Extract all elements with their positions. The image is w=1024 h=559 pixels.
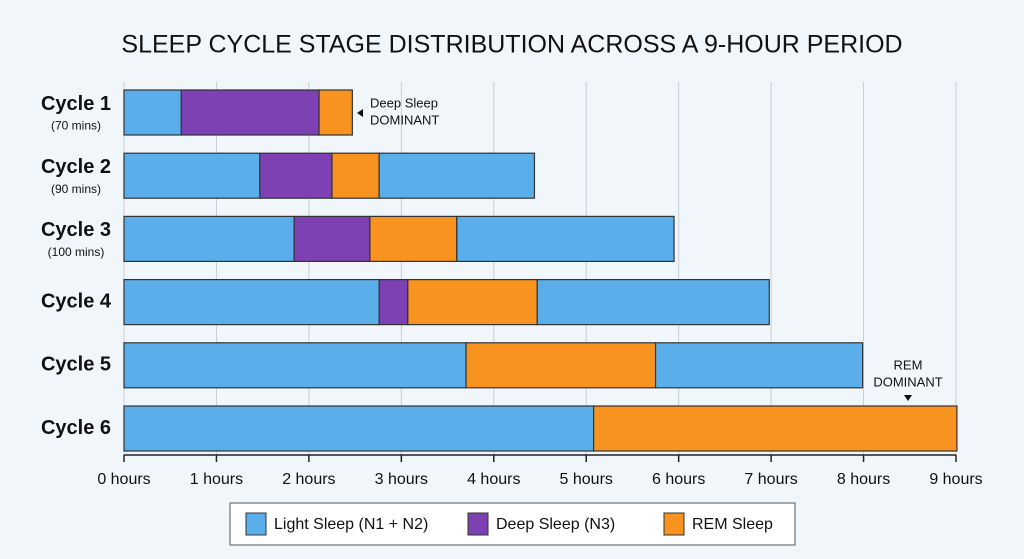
bar-segment (259, 152, 333, 199)
bar-segment (293, 215, 371, 262)
bar-segment (123, 279, 380, 326)
x-tick-label: 5 hours (560, 471, 613, 488)
category-label: Cycle 2 (41, 156, 111, 178)
bar-segment (123, 89, 182, 136)
legend-label: Deep Sleep (N3) (496, 516, 615, 533)
x-tick-label: 9 hours (929, 471, 982, 488)
bar-segment (180, 89, 320, 136)
bar-segment (369, 215, 458, 262)
bar-segment (456, 215, 675, 262)
category-label: Cycle 3 (41, 219, 111, 241)
bar-segment (318, 89, 353, 136)
category-note: (100 mins) (48, 245, 105, 259)
bar-segment (593, 405, 958, 452)
legend-swatch (467, 512, 489, 536)
bar-segment (123, 405, 595, 452)
x-tick-label: 7 hours (744, 471, 797, 488)
annotation-arrow (904, 395, 912, 401)
annotation-line: DOMINANT (873, 374, 942, 389)
annotation-arrow (357, 109, 363, 117)
category-label: Cycle 1 (41, 93, 111, 115)
legend-label: Light Sleep (N1 + N2) (274, 516, 428, 533)
x-tick-label: 3 hours (375, 471, 428, 488)
bar-segment (123, 215, 295, 262)
legend-swatch (245, 512, 267, 536)
annotation-line: Deep Sleep (370, 95, 438, 110)
bar-segment (654, 342, 864, 389)
bar-segment (331, 152, 380, 199)
x-tick-label: 0 hours (97, 471, 150, 488)
bar-segment (123, 342, 467, 389)
annotation-line: REM (894, 357, 923, 372)
category-note: (90 mins) (51, 182, 101, 196)
x-tick-label: 2 hours (282, 471, 335, 488)
legend-swatch (663, 512, 685, 536)
chart-title: SLEEP CYCLE STAGE DISTRIBUTION ACROSS A … (121, 31, 902, 59)
bar-segment (123, 152, 261, 199)
category-label: Cycle 6 (41, 417, 111, 439)
legend-box (229, 502, 796, 546)
category-note: (70 mins) (51, 119, 101, 133)
bar-segment (536, 279, 770, 326)
x-tick-label: 1 hours (190, 471, 243, 488)
bar-segment (378, 279, 409, 326)
x-tick-label: 8 hours (837, 471, 890, 488)
bar-segment (465, 342, 657, 389)
x-tick-label: 4 hours (467, 471, 520, 488)
annotation-line: DOMINANT (370, 112, 439, 127)
category-label: Cycle 5 (41, 354, 111, 376)
bar-segment (378, 152, 536, 199)
category-label: Cycle 4 (41, 290, 112, 312)
bar-segment (407, 279, 538, 326)
legend-label: REM Sleep (692, 516, 773, 533)
x-tick-label: 6 hours (652, 471, 705, 488)
